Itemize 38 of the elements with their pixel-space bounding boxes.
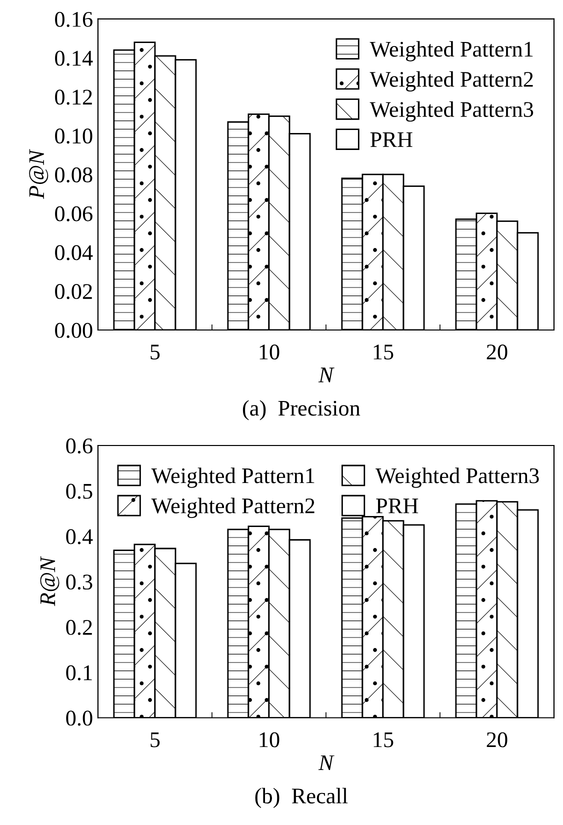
- x-tick-label: 15: [374, 732, 394, 748]
- y-tick-label: 0.00: [55, 322, 92, 338]
- legend-label: Weighted Pattern2: [151, 498, 314, 518]
- y-tick-label: 0.16: [55, 12, 92, 27]
- legend-label: Weighted Pattern3: [376, 468, 539, 488]
- y-tick-label: 0.02: [55, 284, 92, 300]
- y-axis-title: P@N: [29, 149, 48, 200]
- y-tick-label: 0.4: [66, 529, 93, 544]
- x-tick-label: 5: [150, 732, 160, 748]
- x-tick-label: 5: [150, 344, 160, 360]
- y-tick-label: 0.14: [55, 50, 93, 66]
- y-tick-label: 0.12: [55, 90, 92, 105]
- y-tick-label: 0.6: [66, 438, 92, 454]
- text: (a) Precision: [242, 400, 360, 420]
- y-tick-label: 0.10: [55, 128, 92, 144]
- legend-label: Weighted Pattern1: [151, 468, 314, 488]
- y-tick-label: 0.1: [66, 665, 92, 680]
- x-tick-label: 20: [486, 344, 508, 360]
- legend-label: Weighted Pattern1: [370, 41, 533, 62]
- x-axis-title: N: [318, 755, 334, 770]
- legend-label: PRH: [370, 132, 412, 147]
- y-tick-label: 0.0: [66, 710, 92, 726]
- y-tick-label: 0.5: [66, 484, 92, 499]
- x-axis-title: N: [318, 368, 334, 382]
- y-tick-label: 0.2: [66, 620, 92, 636]
- text: (b) Recall: [255, 788, 348, 808]
- y-tick-label: 0.06: [55, 206, 92, 222]
- x-tick-label: 10: [260, 344, 280, 360]
- x-tick-label: 10: [260, 732, 280, 748]
- y-tick-label: 0.3: [66, 574, 92, 590]
- x-tick-label: 15: [374, 344, 394, 360]
- legend-label: PRH: [376, 498, 418, 514]
- y-axis-title: R@N: [40, 556, 60, 606]
- y-tick-label: 0.08: [55, 167, 92, 183]
- legend-label: Weighted Pattern3: [370, 101, 534, 122]
- legend-label: Weighted Pattern2: [370, 71, 533, 92]
- y-tick-label: 0.04: [55, 245, 93, 260]
- x-tick-label: 20: [486, 732, 508, 748]
